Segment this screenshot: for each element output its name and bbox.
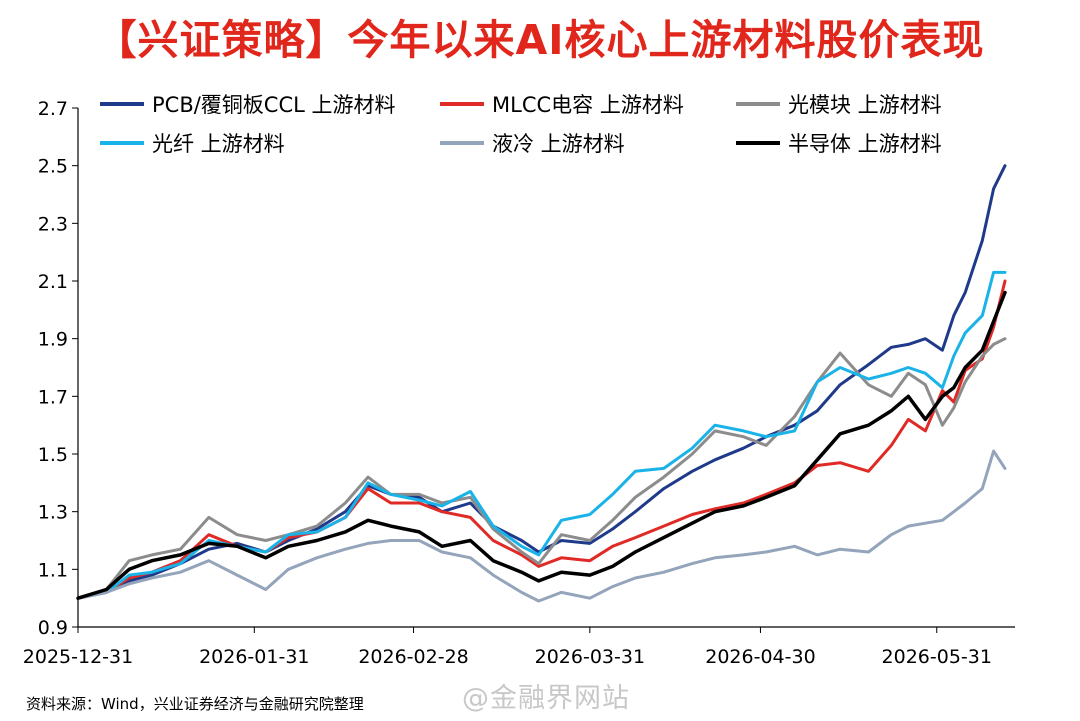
x-tick-label: 2025-12-31	[23, 646, 133, 668]
y-tick-label: 2.7	[38, 98, 68, 120]
source-note: 资料来源：Wind，兴业证券经济与金融研究院整理	[26, 695, 364, 713]
y-tick-label: 0.9	[38, 617, 68, 639]
y-tick-label: 2.1	[38, 271, 68, 293]
series-line-4	[76, 270, 1007, 600]
x-tick-label: 2026-05-31	[882, 646, 992, 668]
legend-label: 液冷 上游材料	[492, 132, 625, 156]
y-tick-label: 1.1	[38, 559, 68, 581]
y-tick-label: 2.5	[38, 156, 68, 178]
y-axis-ticks: 0.9 1.1 1.3 1.5 1.7 1.9 2.1 2.3 2.5 2.7	[38, 98, 78, 639]
series-line-6	[76, 290, 1007, 600]
x-tick-label: 2026-04-30	[705, 646, 815, 668]
series-line-3	[76, 337, 1007, 600]
x-axis-ticks: 2025-12-31 2026-01-31 2026-02-28 2026-03-31…	[23, 627, 992, 668]
legend-label: 半导体 上游材料	[788, 132, 942, 156]
series-line-5	[76, 449, 1007, 603]
legend-label: 光模块 上游材料	[788, 93, 942, 117]
y-tick-label: 1.5	[38, 444, 68, 466]
y-tick-label: 1.7	[38, 386, 68, 408]
watermark: @金融界网站	[462, 683, 630, 714]
x-tick-label: 2026-02-28	[358, 646, 468, 668]
y-tick-label: 2.3	[38, 213, 68, 235]
legend-label: PCB/覆铜板CCL 上游材料	[152, 93, 396, 117]
series-lines	[76, 164, 1007, 603]
axes	[77, 108, 1015, 628]
y-tick-label: 1.3	[38, 502, 68, 524]
chart-title: 【兴证策略】今年以来AI核心上游材料股价表现	[95, 16, 985, 64]
legend-label: MLCC电容 上游材料	[492, 93, 684, 117]
x-tick-label: 2026-01-31	[199, 646, 309, 668]
x-tick-label: 2026-03-31	[535, 646, 645, 668]
legend-label: 光纤 上游材料	[152, 132, 285, 156]
y-tick-label: 1.9	[38, 329, 68, 351]
